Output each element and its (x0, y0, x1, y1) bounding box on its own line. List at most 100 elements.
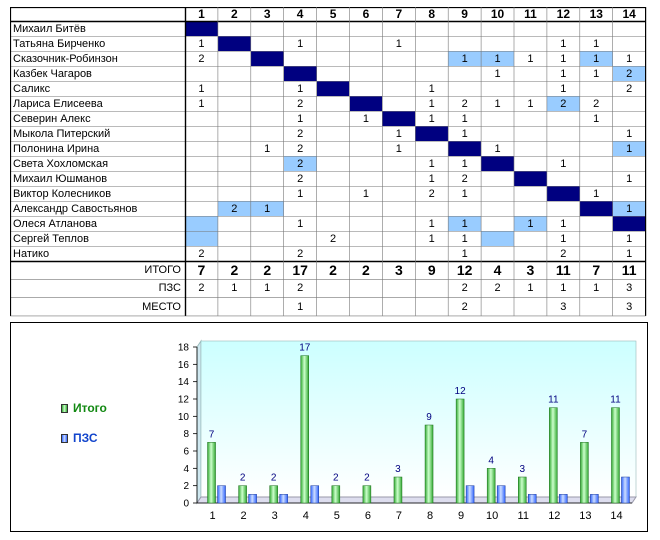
data-label: 3 (519, 464, 525, 475)
x-tick-label: 9 (458, 510, 464, 522)
score-cell (317, 186, 350, 201)
score-cell (185, 186, 218, 201)
score-cell: 1 (461, 187, 468, 200)
column-header: 2 (230, 7, 238, 21)
x-tick-label: 14 (610, 510, 622, 522)
score-cell (481, 231, 514, 246)
score-cell (547, 21, 580, 36)
score-cell (284, 231, 317, 246)
score-cell (350, 231, 383, 246)
score-cell: 2 (593, 97, 600, 110)
score-cell (547, 111, 580, 126)
score-cell: 1 (250, 201, 284, 216)
score-cell: 1 (560, 37, 567, 50)
score-cell (613, 36, 646, 51)
summary-value: 3 (560, 300, 567, 313)
y-tick-label: 12 (178, 395, 190, 406)
score-cell (185, 171, 218, 186)
y-tick-label: 6 (183, 447, 189, 458)
summary-value: 9 (427, 262, 436, 279)
score-cell (185, 126, 218, 141)
summary-value: 1 (593, 282, 600, 295)
score-cell (218, 156, 251, 171)
column-header: 13 (589, 7, 603, 21)
score-cell (382, 171, 415, 186)
score-cell (350, 36, 383, 51)
header-corner (10, 7, 185, 21)
score-cell (317, 66, 350, 81)
score-cell: 2 (461, 97, 468, 110)
summary-value (317, 298, 350, 316)
score-cell (218, 111, 251, 126)
score-cell (481, 111, 514, 126)
player-name: Лариса Елисеева (13, 97, 103, 110)
summary-value: 2 (198, 282, 205, 295)
score-cell (251, 171, 284, 186)
score-cell (415, 21, 448, 36)
x-tick-label: 1 (209, 510, 215, 522)
score-cell: 1 (198, 37, 205, 50)
score-cell: 2 (283, 156, 317, 171)
summary-value: 3 (526, 262, 535, 279)
bar-total (207, 442, 216, 504)
score-cell (514, 111, 547, 126)
score-cell (613, 156, 646, 171)
chart-canvas: 0246810121416187122231742526379812941031… (178, 339, 637, 522)
score-cell (218, 231, 251, 246)
y-tick-label: 16 (178, 360, 190, 371)
score-cell: 2 (626, 82, 633, 95)
score-cell (448, 201, 481, 216)
score-cell (514, 66, 547, 81)
score-cell: 2 (297, 142, 304, 155)
summary-value (382, 279, 415, 297)
score-cell (514, 36, 547, 51)
score-cell (547, 126, 580, 141)
y-tick-label: 8 (183, 429, 189, 440)
bar-total (331, 485, 341, 504)
summary-value: 1 (527, 282, 534, 295)
score-cell: 2 (560, 247, 567, 260)
score-cell (514, 201, 547, 216)
score-cell (382, 66, 415, 81)
score-cell: 2 (428, 187, 435, 200)
bar-pzs (279, 494, 288, 504)
player-name: Олеся Атланова (13, 217, 97, 230)
player-name: Саликс (13, 82, 51, 95)
bar-total (580, 442, 589, 504)
x-tick-label: 13 (579, 510, 591, 522)
column-header: 12 (556, 7, 571, 21)
score-cell (284, 51, 317, 66)
score-cell (251, 66, 284, 81)
score-cell: 1 (297, 217, 304, 230)
score-cell (283, 66, 317, 81)
score-cell (481, 21, 514, 36)
score-cell (415, 246, 448, 261)
score-cell (218, 51, 251, 66)
summary-label: ИТОГО (144, 264, 181, 277)
summary-value (185, 298, 218, 316)
score-cell (185, 21, 218, 36)
x-tick-label: 3 (272, 510, 278, 522)
score-cell (317, 171, 350, 186)
score-cell: 1 (428, 232, 435, 245)
score-cell: 1 (297, 187, 304, 200)
score-cell (317, 246, 350, 261)
score-cell (382, 81, 415, 96)
score-cell (481, 36, 514, 51)
player-name: Александр Савостьянов (13, 202, 138, 215)
score-cell (514, 21, 547, 36)
score-cell: 1 (593, 37, 600, 50)
summary-value: 11 (555, 262, 571, 279)
x-tick-label: 6 (365, 510, 371, 522)
score-cell (612, 216, 646, 231)
y-tick-label: 14 (178, 377, 190, 388)
summary-value (350, 279, 383, 297)
score-cell (514, 246, 547, 261)
score-cell (382, 201, 415, 216)
score-cell (382, 246, 415, 261)
score-cell (382, 51, 415, 66)
score-cell (613, 96, 646, 111)
y-tick-label: 18 (178, 343, 190, 354)
score-cell: 1 (626, 247, 633, 260)
bar-pzs (496, 485, 506, 504)
